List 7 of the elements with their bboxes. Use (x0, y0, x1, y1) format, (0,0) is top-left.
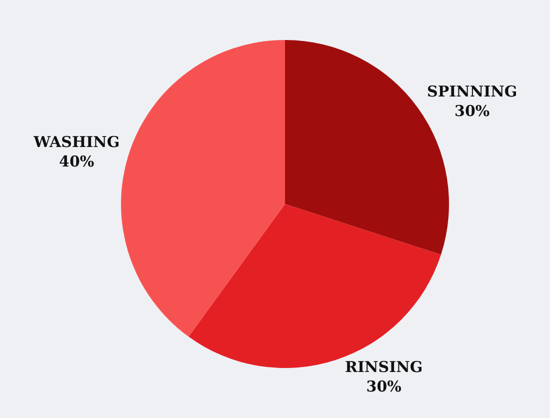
data-label: 30% (454, 102, 490, 120)
slice-label: RINSING (345, 358, 423, 376)
slice-label: SPINNING (427, 82, 518, 100)
data-label: 40% (59, 152, 94, 170)
pie-slice (121, 40, 285, 337)
data-label: 30% (366, 378, 402, 396)
slice-label: WASHING (32, 132, 120, 151)
